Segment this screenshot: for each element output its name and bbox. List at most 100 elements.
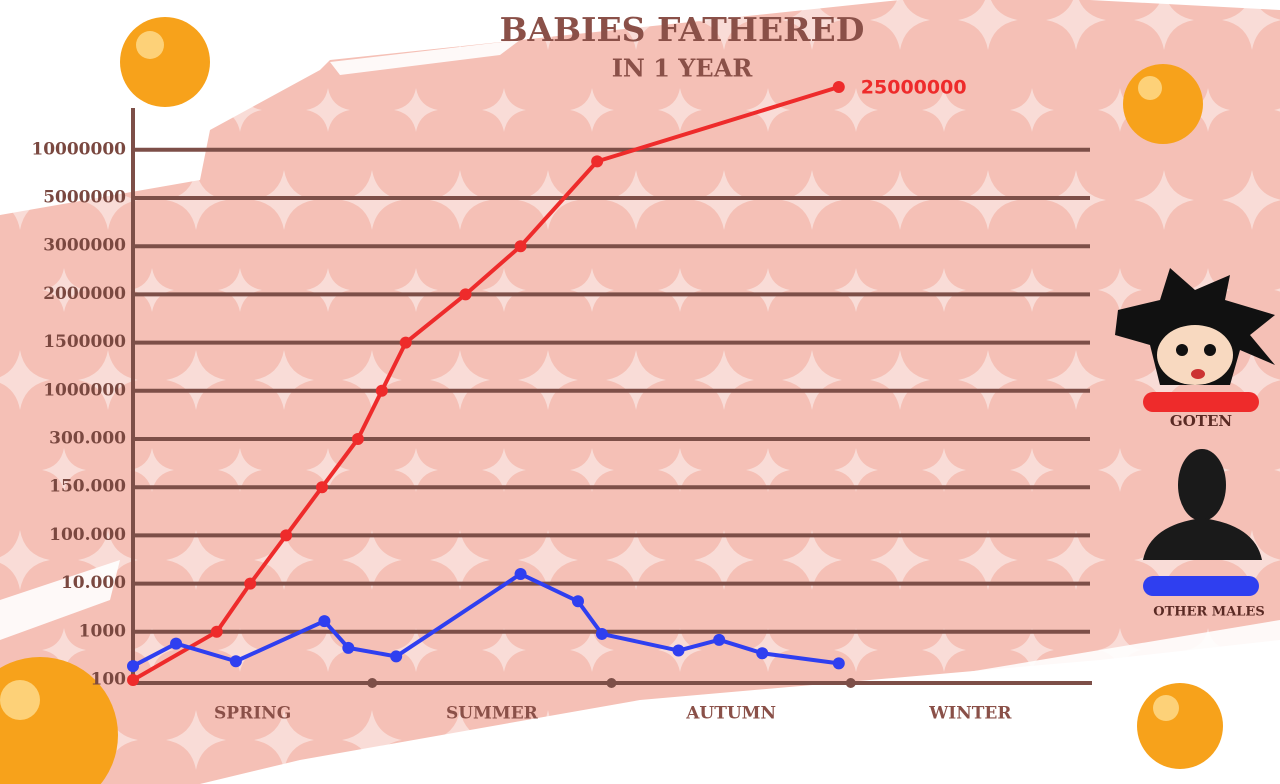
star bbox=[570, 88, 614, 132]
star bbox=[42, 268, 86, 312]
star bbox=[922, 268, 966, 312]
star bbox=[958, 530, 1018, 590]
star bbox=[306, 448, 350, 492]
star bbox=[42, 88, 86, 132]
point bbox=[514, 240, 527, 253]
chart-title: BABIES FATHERED bbox=[500, 10, 865, 49]
star bbox=[482, 268, 526, 312]
star bbox=[958, 350, 1018, 410]
hero-portrait bbox=[1115, 268, 1275, 385]
star bbox=[1098, 628, 1142, 672]
star bbox=[922, 448, 966, 492]
star bbox=[0, 170, 50, 230]
star bbox=[1222, 0, 1280, 50]
star bbox=[166, 350, 226, 410]
y-tick-label: 1000 bbox=[79, 621, 126, 641]
star bbox=[834, 88, 878, 132]
star bbox=[606, 350, 666, 410]
star bbox=[1222, 170, 1280, 230]
star bbox=[782, 530, 842, 590]
line bbox=[132, 85, 840, 682]
star bbox=[834, 268, 878, 312]
star bbox=[658, 448, 702, 492]
star bbox=[1010, 448, 1054, 492]
dragon-ball bbox=[0, 17, 1223, 784]
star bbox=[958, 0, 1018, 50]
star bbox=[782, 350, 842, 410]
star bbox=[430, 350, 490, 410]
star bbox=[1098, 88, 1142, 132]
star bbox=[482, 88, 526, 132]
star bbox=[166, 0, 226, 50]
star bbox=[870, 350, 930, 410]
star bbox=[78, 0, 138, 50]
star bbox=[394, 628, 438, 672]
axis-dot bbox=[845, 678, 856, 688]
star bbox=[1134, 170, 1194, 230]
star bbox=[782, 710, 842, 770]
star bbox=[1222, 350, 1280, 410]
star bbox=[518, 0, 578, 50]
star bbox=[218, 88, 262, 132]
star bbox=[870, 710, 930, 770]
star bbox=[518, 710, 578, 770]
star bbox=[782, 0, 842, 50]
point bbox=[572, 595, 585, 608]
point bbox=[318, 615, 331, 628]
star bbox=[394, 268, 438, 312]
point bbox=[399, 336, 412, 349]
star bbox=[0, 530, 50, 590]
star bbox=[1046, 350, 1106, 410]
star bbox=[254, 350, 314, 410]
point bbox=[591, 155, 604, 168]
star bbox=[254, 710, 314, 770]
star bbox=[482, 448, 526, 492]
star bbox=[78, 170, 138, 230]
star bbox=[606, 710, 666, 770]
point bbox=[832, 657, 845, 670]
chart-subtitle: IN 1 YEAR bbox=[612, 54, 754, 83]
star bbox=[218, 268, 262, 312]
star bbox=[518, 350, 578, 410]
legend-label: OTHER MALES bbox=[1153, 605, 1264, 620]
point bbox=[351, 433, 364, 445]
x-tick-label: AUTUMN bbox=[685, 704, 776, 724]
star bbox=[570, 628, 614, 672]
x-tick-label: SPRING bbox=[214, 704, 291, 724]
point bbox=[280, 529, 293, 542]
y-tick-label: 1500000 bbox=[43, 332, 126, 352]
star bbox=[922, 628, 966, 672]
y-tick-label: 100 bbox=[91, 670, 127, 690]
star bbox=[1274, 108, 1280, 112]
star bbox=[1098, 448, 1142, 492]
star bbox=[430, 0, 490, 50]
star bbox=[78, 530, 138, 590]
y-tick-label: 3000000 bbox=[43, 236, 126, 256]
star bbox=[1010, 628, 1054, 672]
point bbox=[595, 627, 608, 640]
y-tick-label: 5000000 bbox=[43, 188, 126, 208]
star bbox=[1274, 468, 1280, 472]
point bbox=[390, 650, 403, 663]
y-tick-label: 10.000 bbox=[61, 573, 126, 593]
point bbox=[832, 81, 845, 93]
point bbox=[127, 660, 139, 673]
star bbox=[694, 530, 754, 590]
point bbox=[713, 633, 726, 646]
star bbox=[746, 628, 790, 672]
y-tick-label: 150.000 bbox=[49, 477, 126, 497]
star bbox=[130, 268, 174, 312]
point bbox=[229, 655, 242, 668]
y-tick-label: 10000000 bbox=[31, 139, 126, 159]
data-label: 25000000 bbox=[861, 77, 967, 99]
silhouette bbox=[1143, 449, 1262, 560]
star bbox=[1134, 0, 1194, 50]
star bbox=[606, 0, 666, 50]
star bbox=[1274, 648, 1280, 652]
star bbox=[658, 268, 702, 312]
star bbox=[1186, 88, 1230, 132]
star bbox=[166, 710, 226, 770]
star bbox=[130, 448, 174, 492]
star bbox=[746, 268, 790, 312]
star bbox=[394, 448, 438, 492]
